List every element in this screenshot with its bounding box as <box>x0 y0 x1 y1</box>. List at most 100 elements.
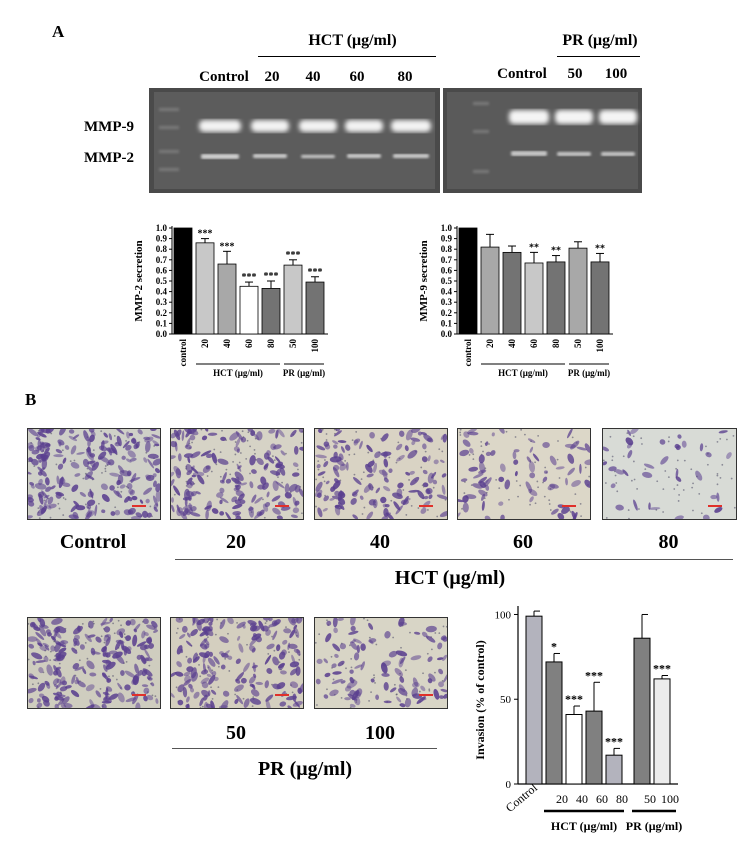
stained-cell <box>55 449 63 454</box>
stained-cell <box>85 684 95 692</box>
stained-cell <box>64 445 70 450</box>
stained-cell <box>423 495 429 500</box>
stained-cell <box>443 672 447 683</box>
stained-cell <box>425 635 436 643</box>
stained-cell <box>423 434 434 443</box>
pore-dot <box>463 492 466 494</box>
stained-cell <box>91 461 100 471</box>
pore-dot <box>97 502 100 505</box>
stained-cell <box>389 687 397 693</box>
stained-cell <box>43 498 48 507</box>
stained-cell <box>275 461 284 469</box>
stained-cell <box>458 498 464 503</box>
stained-cell <box>206 703 214 708</box>
scale-bar <box>708 505 722 507</box>
stained-cell <box>529 472 536 479</box>
pore-dot <box>199 675 202 678</box>
pore-dot <box>698 492 701 495</box>
mmp9-ytick-label: 0.9 <box>441 234 453 244</box>
pore-dot <box>515 480 518 482</box>
stained-cell <box>315 481 323 492</box>
pore-dot <box>730 477 733 480</box>
pore-dot <box>682 489 685 491</box>
mmp9-significance: ** <box>595 243 605 254</box>
stained-cell <box>425 487 433 495</box>
stained-cell <box>28 636 38 642</box>
stained-cell <box>398 430 405 437</box>
stained-cell <box>70 445 77 455</box>
stained-cell <box>200 677 210 684</box>
scale-bar <box>275 505 289 507</box>
pore-dot <box>318 633 321 636</box>
stained-cell <box>207 664 213 675</box>
micro-label-40: 40 <box>370 531 390 553</box>
stained-cell <box>44 644 50 651</box>
stained-cell <box>420 507 427 514</box>
mmp2-ytick-label: 0.1 <box>156 318 168 328</box>
stained-cell <box>32 660 36 666</box>
pore-dot <box>28 622 30 625</box>
stained-cell <box>55 652 61 659</box>
pore-dot <box>30 442 33 444</box>
stained-cell <box>441 484 446 495</box>
pore-dot <box>151 694 154 697</box>
stained-cell <box>175 429 182 437</box>
stained-cell <box>333 627 338 634</box>
stained-cell <box>50 645 56 652</box>
stained-cell <box>369 431 375 439</box>
stained-cell <box>236 694 244 705</box>
stained-cell <box>138 669 144 676</box>
pore-dot <box>432 486 435 489</box>
stained-cell <box>208 621 213 626</box>
stained-cell <box>344 697 351 701</box>
pore-dot <box>113 434 116 437</box>
stained-cell <box>333 444 338 449</box>
stained-cell <box>340 446 345 453</box>
stained-cell <box>120 641 125 651</box>
pore-dot <box>495 479 498 481</box>
pore-dot <box>677 500 680 502</box>
stained-cell <box>381 515 389 519</box>
pore-dot <box>191 441 193 444</box>
stained-cell <box>235 430 244 441</box>
stained-cell <box>254 496 263 504</box>
stained-cell <box>210 689 217 695</box>
stained-cell <box>352 489 359 496</box>
pore-dot <box>38 517 41 519</box>
stained-cell <box>504 479 511 490</box>
pore-dot <box>200 429 203 431</box>
pore-dot <box>611 459 614 462</box>
stained-cell <box>234 684 244 692</box>
pore-dot <box>236 621 238 624</box>
stained-cell <box>70 689 80 698</box>
stained-cell <box>34 483 47 490</box>
stained-cell <box>58 647 67 654</box>
stained-cell <box>31 458 39 466</box>
stained-cell <box>462 439 471 447</box>
stained-cell <box>251 494 257 503</box>
stained-cell <box>133 443 139 450</box>
pore-dot <box>616 490 619 493</box>
pore-dot <box>398 457 401 460</box>
stained-cell <box>615 504 624 511</box>
stained-cell <box>374 451 381 459</box>
stained-cell <box>348 630 359 635</box>
stained-cell <box>626 442 633 449</box>
stained-cell <box>584 479 590 488</box>
mmp2-xtick-label: 50 <box>288 339 298 349</box>
stained-cell <box>543 470 549 474</box>
stained-cell <box>152 480 157 488</box>
stained-cell <box>61 680 67 686</box>
stained-cell <box>396 454 405 462</box>
stained-cell <box>272 630 278 641</box>
invasion-ytick-label: 50 <box>500 694 512 706</box>
pore-dot <box>78 659 81 662</box>
stained-cell <box>141 630 146 639</box>
stained-cell <box>59 686 68 692</box>
stained-cell <box>323 658 328 664</box>
stained-cell <box>298 429 303 433</box>
pore-dot <box>120 624 122 627</box>
invasion-bar <box>545 661 563 785</box>
stained-cell <box>28 445 35 452</box>
stained-cell <box>37 698 41 703</box>
